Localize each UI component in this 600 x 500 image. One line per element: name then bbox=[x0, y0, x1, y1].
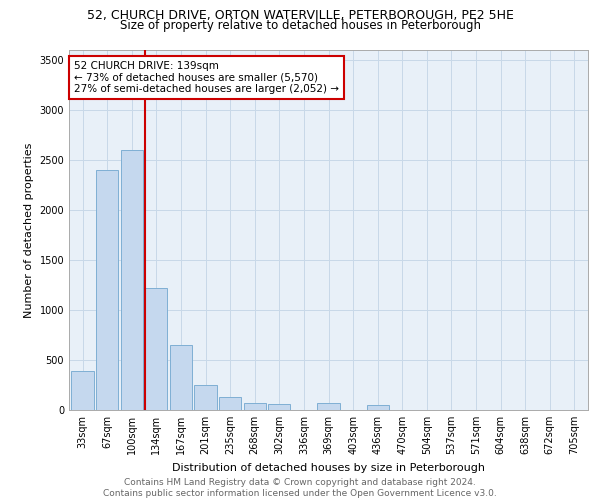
Text: Contains HM Land Registry data © Crown copyright and database right 2024.
Contai: Contains HM Land Registry data © Crown c… bbox=[103, 478, 497, 498]
X-axis label: Distribution of detached houses by size in Peterborough: Distribution of detached houses by size … bbox=[172, 462, 485, 472]
Bar bbox=[170, 345, 192, 410]
Bar bbox=[367, 405, 389, 410]
Text: Size of property relative to detached houses in Peterborough: Size of property relative to detached ho… bbox=[119, 19, 481, 32]
Bar bbox=[244, 402, 266, 410]
Bar bbox=[219, 397, 241, 410]
Text: 52 CHURCH DRIVE: 139sqm
← 73% of detached houses are smaller (5,570)
27% of semi: 52 CHURCH DRIVE: 139sqm ← 73% of detache… bbox=[74, 61, 339, 94]
Bar bbox=[121, 150, 143, 410]
Bar bbox=[268, 404, 290, 410]
Text: 52, CHURCH DRIVE, ORTON WATERVILLE, PETERBOROUGH, PE2 5HE: 52, CHURCH DRIVE, ORTON WATERVILLE, PETE… bbox=[86, 9, 514, 22]
Bar bbox=[317, 402, 340, 410]
Bar bbox=[194, 384, 217, 410]
Bar bbox=[96, 170, 118, 410]
Bar bbox=[71, 371, 94, 410]
Y-axis label: Number of detached properties: Number of detached properties bbox=[24, 142, 34, 318]
Bar bbox=[145, 288, 167, 410]
